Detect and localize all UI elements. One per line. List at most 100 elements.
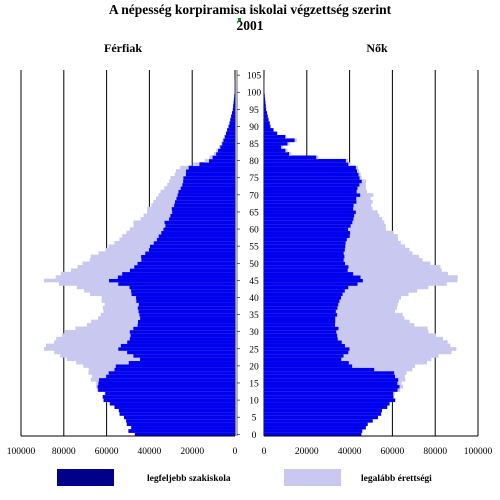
right-bar-low-age-18 [264,371,395,375]
right-bar-low-age-45 [264,278,363,283]
right-bar-low-age-33 [264,319,336,324]
women-x-tick-label: 60000 [381,447,405,457]
right-bar-low-age-47 [264,271,354,276]
left-bar-low-age-47 [122,271,235,276]
left-bar-low-age-87 [224,134,235,139]
legend: legfeljebb szakiskola legalább érettségi [57,469,432,486]
right-bar-high-age-30 [264,329,429,334]
left-bar-low-age-9 [109,401,235,406]
age-tick-label: 50 [249,260,259,270]
right-bar-low-age-7 [264,408,382,413]
right-bar-low-age-50 [264,261,346,266]
right-bar-high-age-50 [264,261,431,266]
right-bar-low-age-84 [264,145,282,149]
right-bar-low-age-54 [264,247,345,252]
men-label: Férfiak [104,41,142,55]
left-bar-low-age-61 [165,223,235,228]
left-bar-low-age-82 [216,152,235,156]
left-bar-low-age-28 [129,336,235,341]
age-tick-label: 80 [249,157,259,167]
right-bar-low-age-93 [264,114,268,119]
right-bar-high-age-22 [264,357,432,362]
left-bar-low-age-36 [138,309,235,314]
right-bar-high-age-31 [264,326,428,331]
right-bar-high-age-27 [264,340,448,344]
left-bar-low-age-93 [231,114,235,119]
left-bar-low-age-78 [188,165,235,170]
right-bar-high-age-33 [264,319,410,324]
right-bar-low-age-16 [264,377,399,382]
right-bar-low-age-80 [264,158,346,163]
right-bar-low-age-48 [264,268,348,273]
left-bar-low-age-46 [117,275,235,279]
left-bar-low-age-53 [145,251,235,256]
right-bar-low-age-44 [264,282,358,286]
right-bar-low-age-20 [264,364,353,368]
right-bar-low-age-96 [264,104,266,108]
right-bar-low-age-5 [264,415,378,420]
left-bar-low-age-10 [103,398,235,403]
left-bar-low-age-71 [178,189,235,194]
left-bar-low-age-6 [119,412,235,416]
right-bar-low-age-59 [264,230,351,235]
right-bar-low-age-39 [264,299,340,303]
right-bar-low-age-76 [264,172,359,177]
left-bar-low-age-38 [138,302,235,307]
left-bar-low-age-98 [233,97,235,102]
right-bar-low-age-19 [264,367,375,372]
left-bar-low-age-19 [114,367,235,372]
right-bar-high-age-29 [264,333,437,338]
right-bar-low-age-86 [264,138,295,143]
right-bar-low-age-41 [264,292,343,297]
right-bar-low-age-23 [264,353,344,358]
men-x-tick-label: 40000 [138,447,162,457]
left-bar-low-age-90 [228,124,235,129]
left-bar-low-age-29 [130,333,235,338]
right-bar-low-age-14 [264,384,400,389]
right-bar-low-age-2 [264,425,366,430]
left-bar-low-age-17 [106,374,235,379]
men-x-tick-label: 100000 [7,447,36,457]
chart-title: A népesség korpiramisa iskolai végzettsé… [109,2,392,17]
right-bar-high-age-28 [264,336,443,341]
age-tick-label: 90 [249,123,259,133]
right-bar-low-age-98 [264,97,266,102]
left-bar-low-age-79 [199,162,235,167]
right-bar-low-age-13 [264,388,398,392]
right-bar-low-age-32 [264,323,336,327]
left-bar-low-age-41 [131,292,235,297]
right-bar-low-age-11 [264,394,394,399]
legend-label-high: legalább érettségi [361,474,432,484]
left-bar-low-age-3 [126,422,235,427]
left-bar-low-age-68 [174,199,235,204]
right-bar-low-age-65 [264,210,356,214]
right-bar-low-age-6 [264,412,382,416]
right-bar-low-age-26 [264,343,345,348]
left-bar-low-age-27 [127,340,235,344]
left-bar-low-age-54 [148,247,235,252]
left-bar-low-age-52 [141,254,235,259]
left-bar-low-age-34 [140,316,235,321]
left-bar-low-age-16 [99,377,235,382]
right-bar-low-age-55 [264,244,346,249]
left-bar-low-age-60 [163,227,235,232]
left-bar-low-age-20 [115,364,235,368]
legend-swatch-high [284,469,341,486]
left-bar-low-age-58 [158,234,235,238]
left-bar-low-age-18 [108,371,235,375]
left-bar-low-age-67 [174,203,235,208]
left-bar-low-age-63 [169,217,235,221]
right-bar-low-age-87 [264,134,286,139]
right-bar-low-age-21 [264,360,349,365]
right-bar-low-age-88 [264,131,278,136]
women-x-tick-label: 40000 [338,447,362,457]
right-bar-low-age-35 [264,312,338,317]
right-bar-low-age-72 [264,186,358,191]
women-x-tick-label: 100000 [464,447,493,457]
left-bar-low-age-74 [183,179,235,184]
right-bar-low-age-66 [264,206,354,211]
right-bar-low-age-89 [264,128,274,132]
right-bar-low-age-3 [264,422,368,427]
right-bar-low-age-63 [264,217,354,221]
right-bar-low-age-51 [264,258,344,262]
